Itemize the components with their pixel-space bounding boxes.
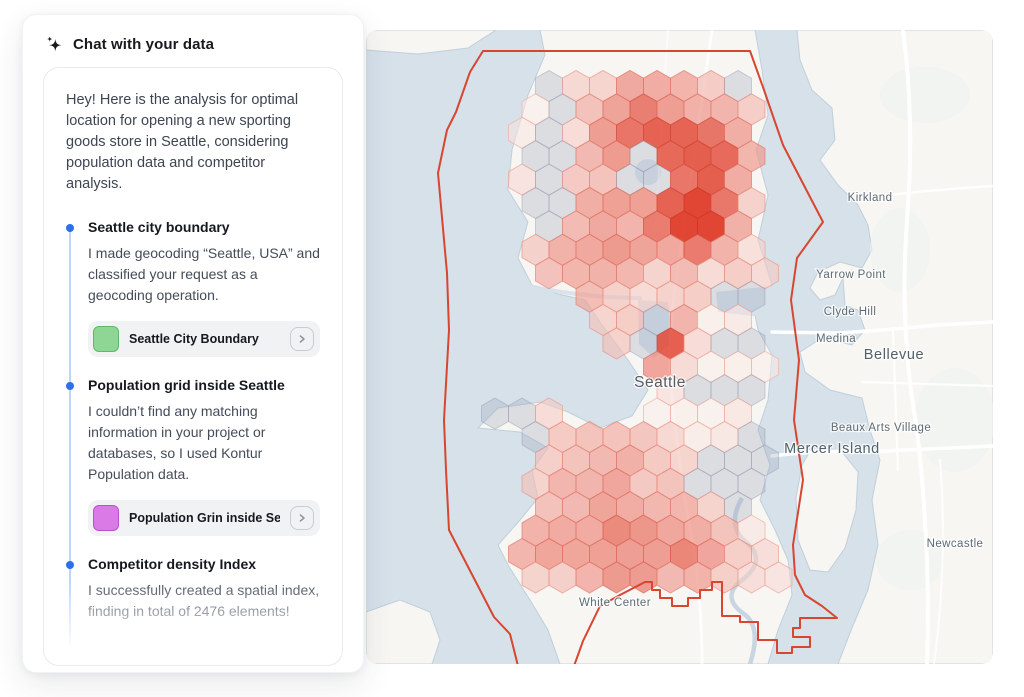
land-texture: [870, 208, 930, 292]
panel-header: Chat with your data: [23, 15, 363, 67]
step-body: I successfully created a spatial index, …: [88, 582, 320, 619]
map-place-label: White Center: [579, 597, 651, 609]
analysis-timeline: Seattle city boundary I made geocoding “…: [66, 219, 320, 665]
population-hexagon: [751, 444, 779, 477]
layer-swatch: [93, 326, 119, 352]
map-svg[interactable]: Kirkland Yarrow Point Clyde Hill Medina Bell…: [366, 30, 993, 664]
map-place-label: Kirkland: [848, 192, 893, 204]
road-bellevue-way: [891, 328, 900, 472]
layer-chip-label: Seattle City Boundary: [129, 332, 259, 346]
assistant-intro-text: Hey! Here is the analysis for optimal lo…: [66, 92, 299, 192]
land-texture: [880, 67, 970, 123]
population-hexagon: [521, 186, 550, 220]
chat-panel: Chat with your data Hey! Here is the ana…: [22, 14, 364, 673]
highway-90: [770, 444, 993, 458]
population-hexagon: [602, 327, 631, 360]
timeline-step-competitor-density: Competitor density Index I successfully …: [66, 556, 320, 657]
timeline-step-seattle-boundary: Seattle city boundary I made geocoding “…: [66, 219, 320, 377]
bullet-dot: [66, 382, 74, 390]
southwest-land: [366, 599, 441, 664]
road-kirkland: [860, 184, 993, 200]
step-heading: Population grid inside Seattle: [88, 377, 285, 393]
step-heading: Seattle city boundary: [88, 219, 230, 235]
layer-expand-button[interactable]: [290, 327, 314, 351]
population-hexagon: [697, 444, 725, 477]
ai-sparkle-icon: [46, 36, 62, 52]
layer-chip-label: Population Grin inside Sea..: [129, 511, 280, 525]
map-place-label: Mercer Island: [784, 441, 880, 457]
layer-chip-seattle-city-boundary[interactable]: Seattle City Boundary: [88, 321, 320, 357]
map-place-label: Yarrow Point: [816, 269, 886, 281]
map-place-label: Clyde Hill: [824, 306, 877, 318]
step-body: I made geocoding “Seattle, USA” and clas…: [88, 245, 320, 303]
map-place-label: Medina: [816, 333, 856, 345]
population-hexagon: [508, 163, 536, 196]
map-place-label: Bellevue: [864, 347, 924, 363]
bullet-dot: [66, 561, 74, 569]
green-lake: [635, 159, 661, 185]
population-hexagon: [508, 116, 536, 149]
highway-405: [901, 30, 930, 664]
population-hexagon: [751, 350, 779, 383]
layer-expand-button[interactable]: [290, 506, 314, 530]
panel-title: Chat with your data: [73, 36, 215, 53]
assistant-message-card: Hey! Here is the analysis for optimal lo…: [43, 67, 343, 666]
map-place-label: Seattle: [634, 374, 686, 391]
road-ne8th: [860, 380, 993, 388]
chevron-right-icon: [299, 514, 305, 522]
population-hexagon: [737, 420, 766, 454]
mercer-island: [795, 447, 859, 573]
map-place-label: Beaux Arts Village: [831, 422, 931, 434]
road-newcastle: [933, 459, 944, 664]
population-hexagon: [764, 561, 793, 594]
population-hexagon: [737, 467, 766, 500]
step-body: I couldn’t find any matching information…: [88, 403, 266, 482]
chevron-right-icon: [299, 335, 305, 343]
population-hexagon: [724, 303, 752, 337]
seattle-city-boundary-line: [437, 50, 838, 664]
population-hexagon: [481, 397, 509, 430]
step-heading: Competitor density Index: [88, 556, 257, 572]
layer-chip-population-grid[interactable]: Population Grin inside Sea..: [88, 500, 320, 536]
north-distant-land: [366, 30, 497, 55]
timeline-step-population-grid: Population grid inside Seattle I couldn’…: [66, 377, 320, 556]
layer-swatch: [93, 505, 119, 531]
map-viewport[interactable]: Kirkland Yarrow Point Clyde Hill Medina Bell…: [366, 30, 993, 664]
population-hexagon: [751, 257, 779, 290]
population-hexagon: [724, 444, 752, 477]
map-place-label: Newcastle: [927, 538, 984, 550]
population-hex-layer: [481, 69, 793, 594]
timeline-rail: [69, 227, 71, 665]
population-hexagon: [710, 420, 739, 454]
bullet-dot: [66, 224, 74, 232]
